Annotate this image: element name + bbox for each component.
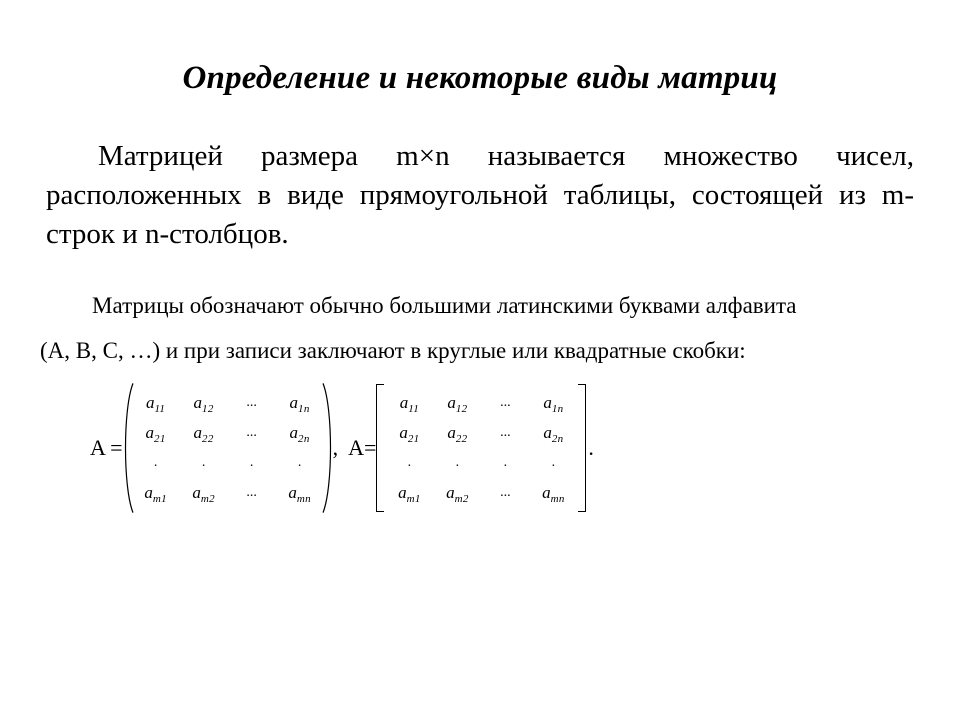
matrix-cell: am1	[144, 483, 167, 503]
bracket-right-icon	[578, 384, 586, 512]
matrix-cell: a11	[146, 393, 165, 413]
matrix-square-grid: a11 a12... a1n a21 a22... a2n.... am1 am2... amn	[386, 390, 576, 506]
matrix-cell: .	[408, 455, 412, 471]
matrix-examples: A = a11 a12... a1n a21 a22... a2n.... am1 am2..…	[90, 382, 920, 514]
matrix-cell: am2	[446, 483, 469, 503]
matrix-cell: amn	[542, 483, 565, 503]
notation-line-1: Матрицы обозначают обычно большими латин…	[92, 293, 797, 318]
matrix-cell: am2	[192, 483, 215, 503]
matrix-square: a11 a12... a1n a21 a22... a2n.... am1 am2... amn	[378, 382, 584, 514]
matrix-cell: a2n	[290, 423, 310, 443]
notation-paragraph: Матрицы обозначают обычно большими латин…	[40, 284, 920, 374]
matrix-round: a11 a12... a1n a21 a22... a2n.... am1 am2... amn	[125, 382, 331, 514]
matrix-cell: .	[250, 455, 254, 471]
matrix-cell: a22	[447, 423, 467, 443]
matrix-cell: a12	[194, 393, 214, 413]
matrix-cell: ...	[500, 395, 511, 411]
notation-line-2: (A, B, C, …) и при записи заключают в кр…	[40, 338, 746, 363]
matrix-cell: .	[504, 455, 508, 471]
matrix-cell: a22	[194, 423, 214, 443]
bracket-left-icon	[376, 384, 384, 512]
matrix-cell: a1n	[543, 393, 563, 413]
paren-left-icon	[121, 382, 135, 514]
matrix-cell: ...	[246, 395, 257, 411]
matrix-cell: .	[552, 455, 556, 471]
paren-right-icon	[321, 382, 335, 514]
page-title: Определение и некоторые виды матриц	[40, 60, 920, 97]
matrix-cell: .	[298, 455, 302, 471]
matrix-cell: amn	[288, 483, 311, 503]
matrix-cell: ...	[500, 485, 511, 501]
matrix-cell: a11	[400, 393, 419, 413]
matrix-cell: a1n	[290, 393, 310, 413]
matrix-cell: .	[456, 455, 460, 471]
matrix-cell: am1	[398, 483, 421, 503]
matrix-cell: .	[154, 455, 158, 471]
matrix-cell: a21	[399, 423, 419, 443]
matrix-cell: a2n	[543, 423, 563, 443]
matrix-cell: ...	[246, 485, 257, 501]
matrix-cell: a21	[146, 423, 166, 443]
matrix-a-label-1: A =	[90, 435, 125, 461]
matrix-cell: a12	[447, 393, 467, 413]
definition-paragraph: Матрицей размера m×n называется множеств…	[46, 137, 914, 254]
matrix-a-label-2: A=	[348, 435, 378, 461]
slide: Определение и некоторые виды матриц Матр…	[0, 0, 960, 720]
matrix-cell: ...	[500, 425, 511, 441]
matrix-cell: ...	[246, 425, 257, 441]
matrix-cell: .	[202, 455, 206, 471]
matrix-round-grid: a11 a12... a1n a21 a22... a2n.... am1 am2... amn	[133, 390, 323, 506]
